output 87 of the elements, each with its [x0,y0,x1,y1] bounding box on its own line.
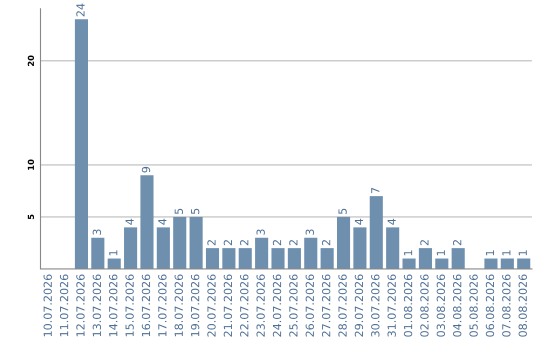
data-label: 2 [289,240,298,246]
bar [288,248,301,269]
x-tick-label: 04.08.2026 [453,274,462,337]
bar [108,258,121,269]
bar [190,216,203,269]
x-tick-label: 12.07.2026 [76,274,85,336]
y-tick-label: 5 [28,214,34,220]
x-tick-label: 31.07.2026 [387,274,396,337]
bar [484,258,498,269]
x-tick-label: 26.07.2026 [306,274,314,337]
bar [271,248,285,269]
data-label: 3 [256,229,265,235]
bar [452,248,465,269]
data-label: 1 [518,250,527,256]
data-label: 2 [207,240,216,246]
data-label: 7 [371,188,380,194]
data-label: 3 [306,229,314,235]
bar [238,248,252,269]
x-tick-label: 10.07.2026 [44,274,52,336]
data-label: 4 [126,218,134,225]
data-label: 4 [388,218,396,225]
x-tick-label: 05.08.2026 [469,274,478,337]
data-label: 4 [354,218,363,225]
bar [500,258,514,269]
bar [370,196,383,269]
data-label: 1 [502,250,510,256]
bar [304,238,318,269]
x-tick-label: 16.07.2026 [142,274,150,336]
data-label: 24 [76,4,85,16]
x-tick-label: 18.07.2026 [174,274,183,336]
x-tick-label: 13.07.2026 [92,274,102,336]
bar [320,248,334,269]
x-tick-label: 17.07.2026 [158,274,167,336]
data-label: 5 [338,208,347,214]
data-label: 5 [174,208,183,214]
y-tick-label: 10 [28,160,34,170]
data-label: 2 [322,240,330,246]
data-label: 1 [404,250,412,256]
x-tick-label: 20.07.2026 [207,274,216,337]
x-tick-label: 23.07.2026 [256,274,265,337]
bar [140,175,154,269]
x-tick-label: 02.08.2026 [420,274,429,337]
x-tick-label: 15.07.2026 [125,274,134,336]
x-tick-label: 29.07.2026 [354,274,364,337]
bar [156,227,170,269]
x-tick-label: 19.07.2026 [190,274,200,336]
x-tick-label: 11.07.2026 [60,274,68,336]
bar [435,258,448,269]
bar [517,258,530,269]
y-tick-label: 20 [28,55,34,66]
x-tick-label: 25.07.2026 [289,274,298,337]
data-label: 3 [92,229,102,235]
bar [206,248,220,269]
x-tick-label: 27.07.2026 [322,274,330,337]
bar [91,238,104,269]
x-tick-label: 06.08.2026 [486,274,494,337]
bar [222,248,236,269]
data-label: 9 [142,166,150,173]
data-label: 2 [453,240,462,246]
x-tick-label: 03.08.2026 [436,274,446,337]
bar [386,227,400,269]
x-tick-label: 14.07.2026 [109,274,118,336]
x-tick-label: 07.08.2026 [502,274,511,337]
data-label: 2 [272,240,282,246]
data-label: 5 [191,208,200,214]
data-label: 2 [420,240,428,246]
bar [255,238,268,269]
bar [353,227,366,269]
x-tick-label: 30.07.2026 [371,274,380,337]
x-tick-label: 28.07.2026 [338,274,347,337]
data-label: 4 [158,218,166,225]
data-label: 1 [436,250,445,256]
data-label: 2 [224,240,232,246]
bar [336,216,350,269]
x-tick-label: 22.07.2026 [240,274,248,337]
bar [124,227,138,269]
data-label: 1 [109,250,118,256]
x-tick-label: 24.07.2026 [272,274,282,337]
x-tick-label: 21.07.2026 [224,274,232,337]
x-tick-label: 08.08.2026 [518,274,527,337]
bar [402,258,416,269]
x-tick-label: 01.08.2026 [404,274,412,337]
bar [418,248,432,269]
bar [74,19,88,269]
data-label: 1 [486,250,494,256]
bar [173,216,186,269]
data-label: 2 [240,240,248,246]
